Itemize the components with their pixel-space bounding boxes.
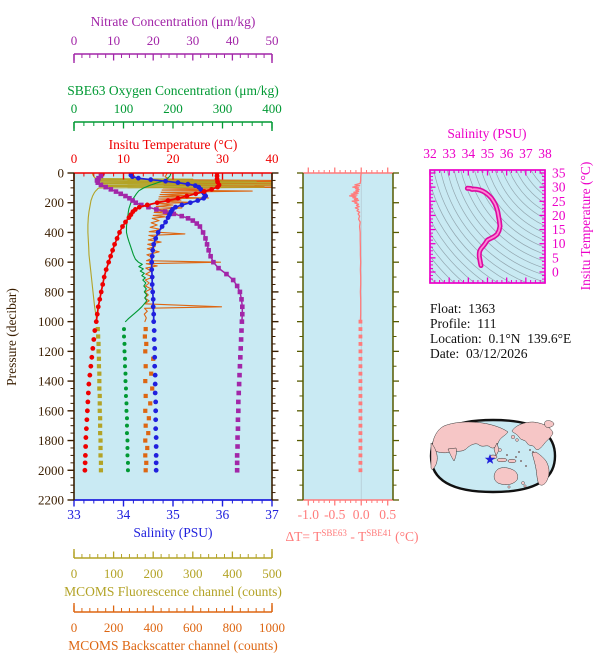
svg-text:0.0: 0.0 bbox=[353, 507, 370, 522]
salinity-axis-title: Salinity (PSU) bbox=[133, 525, 212, 540]
svg-text:20: 20 bbox=[167, 151, 180, 166]
svg-text:10: 10 bbox=[117, 151, 130, 166]
svg-text:800: 800 bbox=[223, 620, 243, 635]
svg-text:400: 400 bbox=[262, 101, 282, 116]
info-profile: Profile: 111 bbox=[430, 316, 497, 331]
svg-text:0: 0 bbox=[58, 166, 65, 181]
svg-text:10: 10 bbox=[552, 236, 566, 251]
svg-text:34: 34 bbox=[462, 146, 476, 161]
svg-text:33: 33 bbox=[67, 507, 81, 522]
svg-text:500: 500 bbox=[262, 566, 282, 581]
backscatter-axis-title: MCOMS Backscatter channel (counts) bbox=[68, 638, 278, 653]
svg-text:0: 0 bbox=[71, 33, 78, 48]
svg-text:200: 200 bbox=[163, 101, 183, 116]
float-location-star bbox=[484, 454, 496, 464]
svg-text:35: 35 bbox=[166, 507, 180, 522]
svg-text:1000: 1000 bbox=[38, 314, 64, 329]
svg-text:5: 5 bbox=[552, 250, 559, 265]
pressure-axis-title: Pressure (decibar) bbox=[4, 288, 19, 386]
svg-text:400: 400 bbox=[223, 566, 243, 581]
svg-text:34: 34 bbox=[117, 507, 131, 522]
svg-text:15: 15 bbox=[552, 222, 566, 237]
svg-text:0.5: 0.5 bbox=[379, 507, 396, 522]
svg-text:600: 600 bbox=[45, 255, 65, 270]
svg-text:50: 50 bbox=[266, 33, 279, 48]
svg-text:-0.5: -0.5 bbox=[324, 507, 346, 522]
svg-text:300: 300 bbox=[183, 566, 203, 581]
float-info: Float: 1363 Profile: 111 Location: 0.1°N… bbox=[430, 301, 571, 361]
svg-text:400: 400 bbox=[45, 225, 65, 240]
svg-text:800: 800 bbox=[45, 284, 65, 299]
svg-text:25: 25 bbox=[552, 194, 566, 209]
ts-salinity-axis-title: Salinity (PSU) bbox=[447, 126, 526, 141]
oxygen-axis-title: SBE63 Oxygen Concentration (μm/kg) bbox=[67, 83, 279, 98]
svg-text:200: 200 bbox=[143, 566, 163, 581]
svg-text:-1.0: -1.0 bbox=[298, 507, 320, 522]
svg-text:38: 38 bbox=[538, 146, 552, 161]
svg-text:200: 200 bbox=[45, 195, 65, 210]
svg-text:32: 32 bbox=[423, 146, 437, 161]
svg-text:1200: 1200 bbox=[38, 344, 64, 359]
info-date: Date: 03/12/2026 bbox=[430, 346, 528, 361]
temperature-axis-title: Insitu Temperature (°C) bbox=[109, 137, 238, 152]
svg-text:20: 20 bbox=[552, 208, 566, 223]
svg-text:1000: 1000 bbox=[259, 620, 285, 635]
svg-text:0: 0 bbox=[552, 265, 559, 280]
svg-text:36: 36 bbox=[216, 507, 230, 522]
ts-temperature-axis-title: Insitu Temperature (°C) bbox=[578, 162, 593, 291]
fluorescence-axis-title: MCOMS Fluorescence channel (counts) bbox=[64, 584, 282, 599]
nitrate-axis-title: Nitrate Concentration (μm/kg) bbox=[91, 14, 256, 29]
svg-text:40: 40 bbox=[226, 33, 239, 48]
svg-text:0: 0 bbox=[71, 101, 78, 116]
svg-text:1800: 1800 bbox=[38, 433, 64, 448]
info-location: Location: 0.1°N 139.6°E bbox=[430, 331, 571, 346]
svg-text:2200: 2200 bbox=[38, 493, 64, 508]
svg-text:30: 30 bbox=[552, 180, 566, 195]
svg-text:100: 100 bbox=[114, 101, 134, 116]
delta-t-plot: -1.0 -0.5 0.0 0.5 bbox=[297, 167, 399, 522]
svg-text:300: 300 bbox=[213, 101, 233, 116]
svg-text:1400: 1400 bbox=[38, 374, 64, 389]
svg-text:200: 200 bbox=[104, 620, 124, 635]
svg-text:37: 37 bbox=[265, 507, 279, 522]
svg-text:30: 30 bbox=[186, 33, 199, 48]
info-float: Float: 1363 bbox=[430, 301, 496, 316]
svg-text:36: 36 bbox=[500, 146, 514, 161]
svg-text:30: 30 bbox=[216, 151, 229, 166]
svg-text:1600: 1600 bbox=[38, 403, 64, 418]
svg-text:35: 35 bbox=[481, 146, 495, 161]
svg-text:0: 0 bbox=[71, 620, 78, 635]
svg-text:400: 400 bbox=[143, 620, 163, 635]
svg-text:20: 20 bbox=[147, 33, 160, 48]
svg-text:0: 0 bbox=[71, 151, 78, 166]
svg-text:33: 33 bbox=[442, 146, 456, 161]
svg-text:100: 100 bbox=[104, 566, 124, 581]
svg-text:40: 40 bbox=[266, 151, 279, 166]
svg-text:600: 600 bbox=[183, 620, 203, 635]
delta-t-axis-label: ΔT= TSBE63 - TSBE41 (°C) bbox=[286, 528, 419, 544]
world-map bbox=[429, 418, 557, 494]
svg-text:2000: 2000 bbox=[38, 463, 64, 478]
svg-text:35: 35 bbox=[552, 165, 566, 180]
svg-text:10: 10 bbox=[107, 33, 120, 48]
svg-text:0: 0 bbox=[71, 566, 78, 581]
svg-text:37: 37 bbox=[519, 146, 533, 161]
